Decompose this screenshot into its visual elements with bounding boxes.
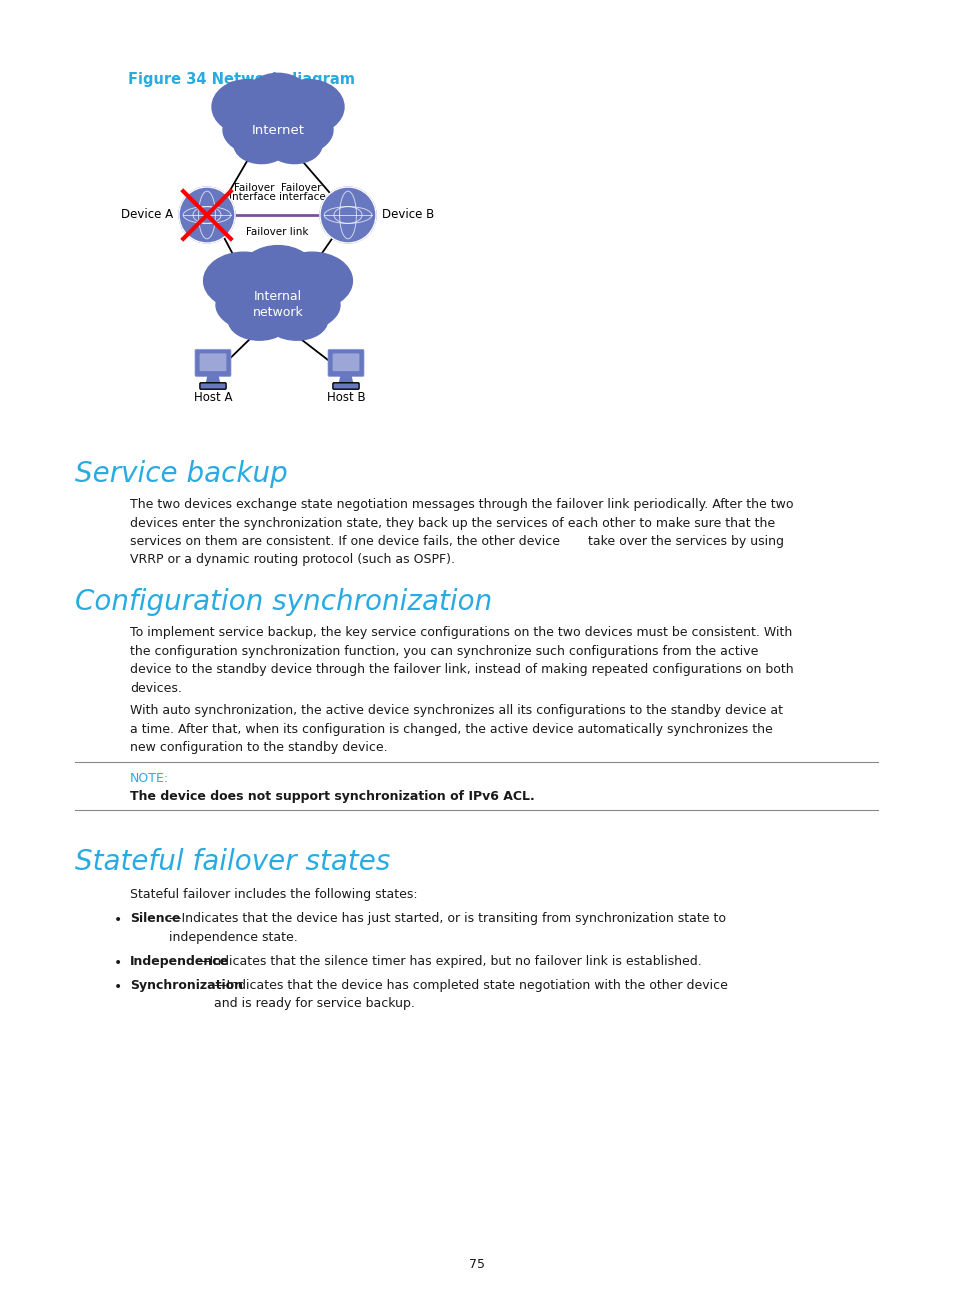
Text: Device B: Device B (381, 209, 434, 222)
Text: Stateful failover includes the following states:: Stateful failover includes the following… (130, 888, 417, 901)
Text: 75: 75 (469, 1258, 484, 1271)
Text: Silence: Silence (130, 912, 180, 925)
Ellipse shape (273, 79, 344, 135)
Text: Internal
network: Internal network (253, 290, 303, 320)
Text: Service backup: Service backup (75, 460, 288, 489)
Text: The two devices exchange state negotiation messages through the failover link pe: The two devices exchange state negotiati… (130, 498, 793, 566)
FancyBboxPatch shape (200, 382, 226, 389)
Text: interface interface: interface interface (229, 192, 326, 202)
Circle shape (319, 187, 375, 244)
Text: Synchronization: Synchronization (130, 978, 243, 991)
Polygon shape (338, 375, 354, 385)
Text: Configuration synchronization: Configuration synchronization (75, 588, 492, 616)
Text: NOTE:: NOTE: (130, 772, 169, 785)
Text: Independence: Independence (130, 955, 229, 968)
FancyBboxPatch shape (199, 354, 226, 371)
Text: Failover link: Failover link (246, 227, 309, 237)
Ellipse shape (203, 253, 284, 310)
Text: Device A: Device A (121, 209, 172, 222)
FancyBboxPatch shape (333, 354, 359, 371)
Text: —Indicates that the silence timer has expired, but no failover link is establish: —Indicates that the silence timer has ex… (196, 955, 701, 968)
Text: Failover  Failover: Failover Failover (233, 183, 321, 193)
Text: Figure 34 Network diagram: Figure 34 Network diagram (128, 73, 355, 87)
Ellipse shape (245, 74, 311, 123)
Circle shape (179, 187, 234, 244)
Polygon shape (205, 375, 220, 385)
Text: The device does not support synchronization of IPv6 ACL.: The device does not support synchronizat… (130, 791, 535, 804)
Text: Internet: Internet (252, 123, 304, 136)
Ellipse shape (212, 79, 283, 135)
Text: •: • (113, 955, 122, 969)
Ellipse shape (272, 253, 352, 310)
Text: •: • (113, 912, 122, 927)
Text: Host A: Host A (193, 391, 232, 404)
Ellipse shape (267, 126, 322, 163)
Ellipse shape (240, 246, 314, 298)
Ellipse shape (265, 301, 327, 340)
Text: With auto synchronization, the active device synchronizes all its configurations: With auto synchronization, the active de… (130, 704, 782, 754)
Ellipse shape (223, 101, 333, 159)
FancyBboxPatch shape (333, 382, 358, 389)
FancyBboxPatch shape (194, 350, 231, 377)
Ellipse shape (215, 275, 339, 336)
Text: —Indicates that the device has completed state negotiation with the other device: —Indicates that the device has completed… (213, 978, 727, 1010)
Ellipse shape (228, 301, 290, 340)
Text: Stateful failover states: Stateful failover states (75, 848, 390, 876)
Text: To implement service backup, the key service configurations on the two devices m: To implement service backup, the key ser… (130, 626, 793, 695)
Text: •: • (113, 980, 122, 994)
Text: —Indicates that the device has just started, or is transiting from synchronizati: —Indicates that the device has just star… (169, 912, 725, 943)
FancyBboxPatch shape (328, 350, 364, 377)
Text: Host B: Host B (326, 391, 365, 404)
Ellipse shape (233, 126, 289, 163)
